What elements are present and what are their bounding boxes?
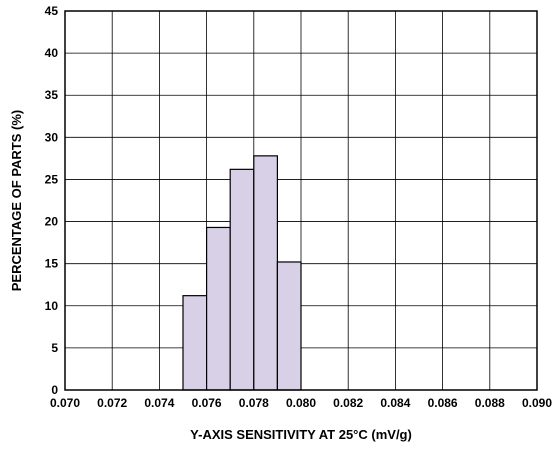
y-tick-label: 45 bbox=[45, 4, 59, 18]
y-tick-labels: 0 5 10 15 20 25 30 35 40 45 bbox=[45, 4, 59, 397]
histogram-bar-3 bbox=[253, 155, 279, 391]
y-tick-label: 5 bbox=[51, 341, 58, 355]
x-tick-label: 0.086 bbox=[428, 396, 458, 410]
y-tick-label: 35 bbox=[45, 88, 59, 102]
histogram-bars bbox=[182, 155, 302, 391]
plot-frame bbox=[64, 10, 538, 391]
y-tick-label: 30 bbox=[45, 130, 59, 144]
x-tick-label: 0.076 bbox=[192, 396, 222, 410]
x-tick-label: 0.080 bbox=[286, 396, 316, 410]
x-tick-label: 0.084 bbox=[380, 396, 410, 410]
histogram-bar-4 bbox=[276, 261, 302, 391]
histogram-bar-0 bbox=[182, 295, 208, 391]
x-tick-label: 0.078 bbox=[239, 396, 269, 410]
x-tick-labels: 0.070 0.072 0.074 0.076 0.078 0.080 0.082 0.084… bbox=[50, 396, 552, 410]
x-axis-title: Y-AXIS SENSITIVITY AT 25°C (mV/g) bbox=[190, 427, 412, 442]
y-tick-label: 25 bbox=[45, 172, 59, 186]
histogram-bar-1 bbox=[206, 226, 231, 391]
y-tick-label: 10 bbox=[45, 299, 59, 313]
y-axis-title: PERCENTAGE OF PARTS (%) bbox=[9, 110, 24, 292]
y-tick-label: 15 bbox=[45, 257, 59, 271]
x-tick-label: 0.074 bbox=[144, 396, 174, 410]
x-tick-label: 0.090 bbox=[522, 396, 552, 410]
x-tick-label: 0.082 bbox=[333, 396, 363, 410]
y-tick-label: 0 bbox=[51, 383, 58, 397]
y-tick-label: 40 bbox=[45, 46, 59, 60]
x-tick-label: 0.088 bbox=[475, 396, 505, 410]
x-tick-label: 0.070 bbox=[50, 396, 80, 410]
histogram-bar-2 bbox=[229, 168, 255, 391]
x-tick-label: 0.072 bbox=[97, 396, 127, 410]
y-tick-label: 20 bbox=[45, 215, 59, 229]
